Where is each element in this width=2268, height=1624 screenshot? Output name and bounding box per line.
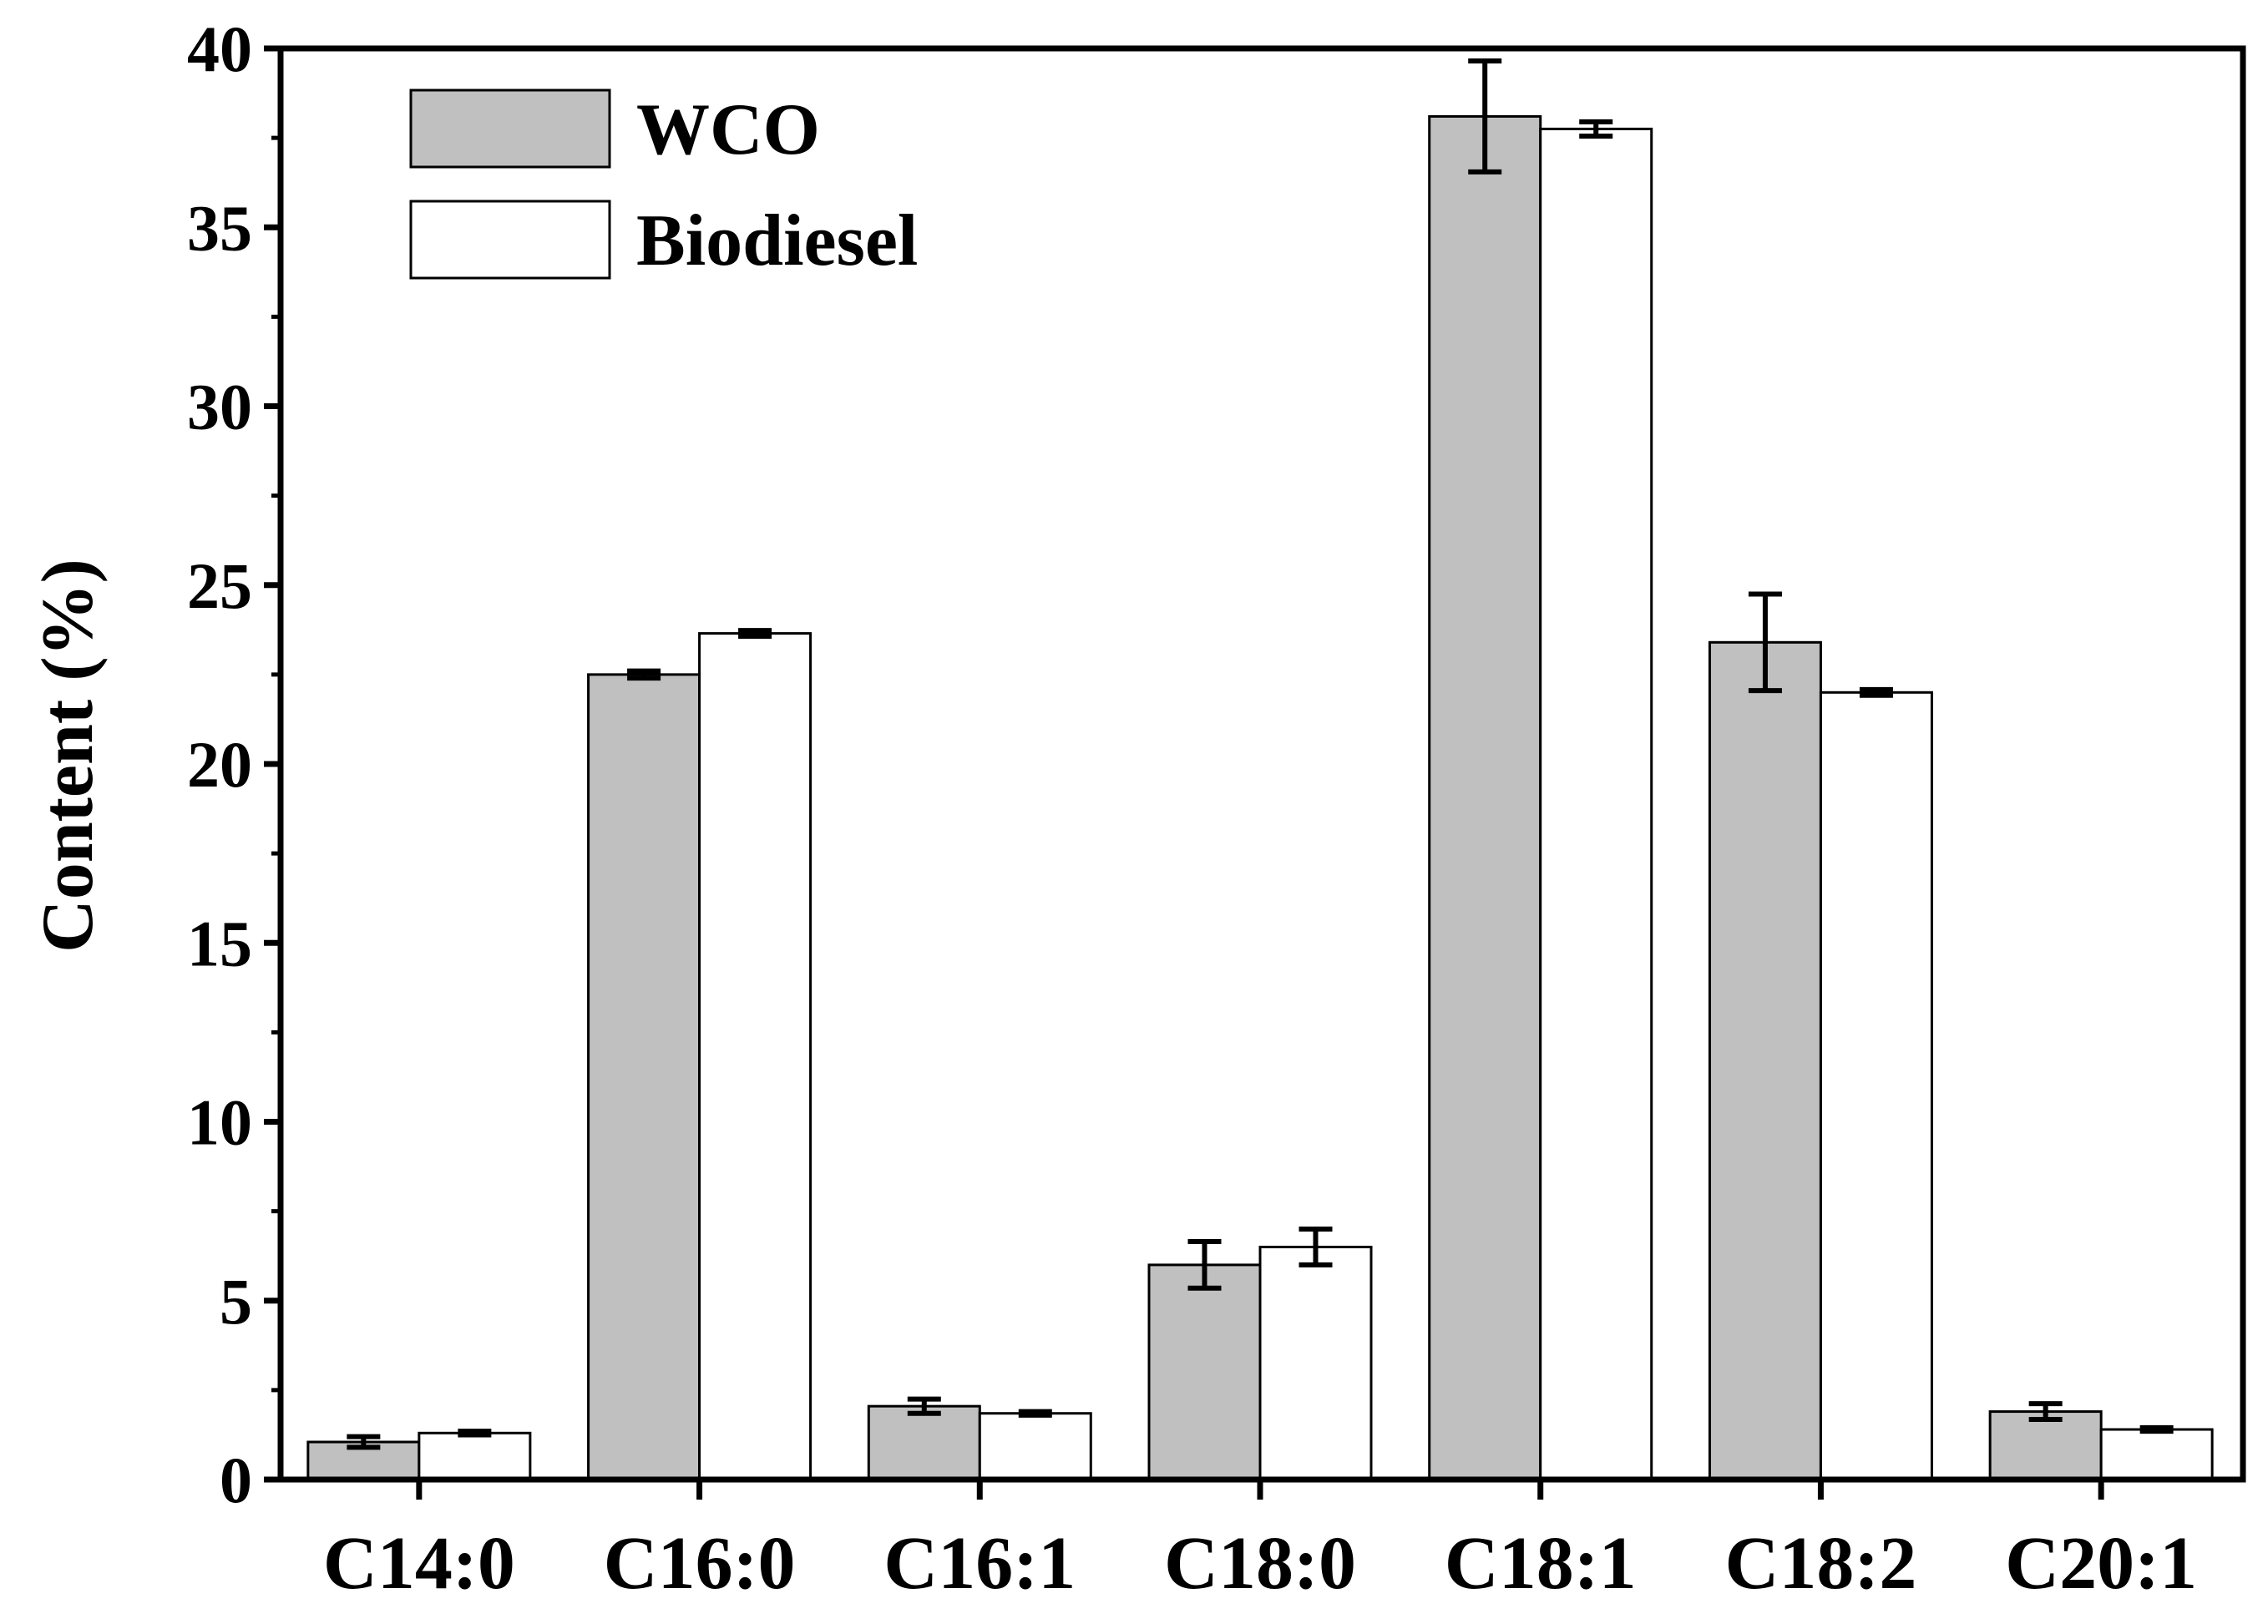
y-tick-label: 25 [187,549,252,622]
legend: WCO Biodiesel [409,89,918,281]
bar-wco-c18-0 [1147,1263,1262,1481]
bar-wco-c16-0 [587,673,701,1481]
y-tick-label: 40 [187,13,252,85]
y-axis-title: Content (%) [28,559,109,953]
error-bar-biodiesel-c18-1 [1579,119,1613,139]
y-axis: 0 5 10 15 20 25 30 35 40 [187,13,281,1516]
error-bar-biodiesel-c18-2 [1859,686,1893,698]
bar-wco-c18-1 [1428,114,1542,1481]
bar-biodiesel-c16-1 [978,1412,1092,1481]
bar-biodiesel-c14-0 [418,1431,532,1481]
error-bar-wco-c18-0 [1187,1239,1222,1291]
y-tick-label: 30 [187,371,252,443]
error-bar-biodiesel-c14-0 [458,1429,492,1438]
bar-biodiesel-c16-0 [698,632,813,1481]
y-tick-label: 0 [220,1444,252,1516]
x-tick-label-c18-1: C18:1 [1445,1522,1637,1605]
x-tick-label-c20-1: C20:1 [2005,1522,2197,1605]
error-bar-wco-c14-0 [347,1434,381,1450]
bar-wco-c18-2 [1708,640,1822,1481]
bar-biodiesel-c18-2 [1819,691,1933,1481]
error-bar-wco-c16-1 [907,1396,941,1416]
error-bar-biodiesel-c20-1 [2139,1424,2174,1434]
legend-label-wco: WCO [636,89,820,170]
x-tick-label-c14-0: C14:0 [323,1522,515,1605]
y-tick-label: 35 [187,191,252,264]
bar-wco-c20-1 [1988,1410,2103,1481]
error-bar-wco-c20-1 [2028,1401,2063,1423]
legend-swatch-wco [409,89,611,169]
bar-biodiesel-c18-0 [1258,1245,1373,1481]
error-bar-wco-c18-2 [1748,591,1782,694]
error-bar-biodiesel-c18-0 [1299,1227,1333,1267]
bars-layer [306,114,2214,1481]
bar-wco-c16-1 [867,1404,981,1481]
bar-biodiesel-c18-1 [1539,127,1653,1481]
x-tick-label-c16-0: C16:0 [604,1522,796,1605]
error-bar-biodiesel-c16-1 [1018,1409,1052,1418]
x-tick-label-c18-2: C18:2 [1724,1522,1916,1605]
legend-swatch-biodiesel [409,200,611,280]
error-bar-biodiesel-c16-0 [738,628,772,640]
y-tick-label: 10 [187,1086,252,1159]
error-bars-layer [347,58,2174,1450]
x-axis: C14:0 C16:0 C16:1 C18:0 C18:1 C18:2 C20:1 [323,1480,2197,1605]
y-tick-label: 15 [187,907,252,979]
legend-label-biodiesel: Biodiesel [636,200,918,281]
error-bar-wco-c16-0 [627,668,661,681]
x-tick-label-c18-0: C18:0 [1164,1522,1356,1605]
y-tick-label: 20 [187,728,252,801]
x-tick-label-c16-1: C16:1 [883,1522,1076,1605]
error-bar-wco-c18-1 [1468,58,1502,175]
bar-biodiesel-c20-1 [2099,1428,2214,1481]
y-tick-label: 5 [220,1265,252,1338]
